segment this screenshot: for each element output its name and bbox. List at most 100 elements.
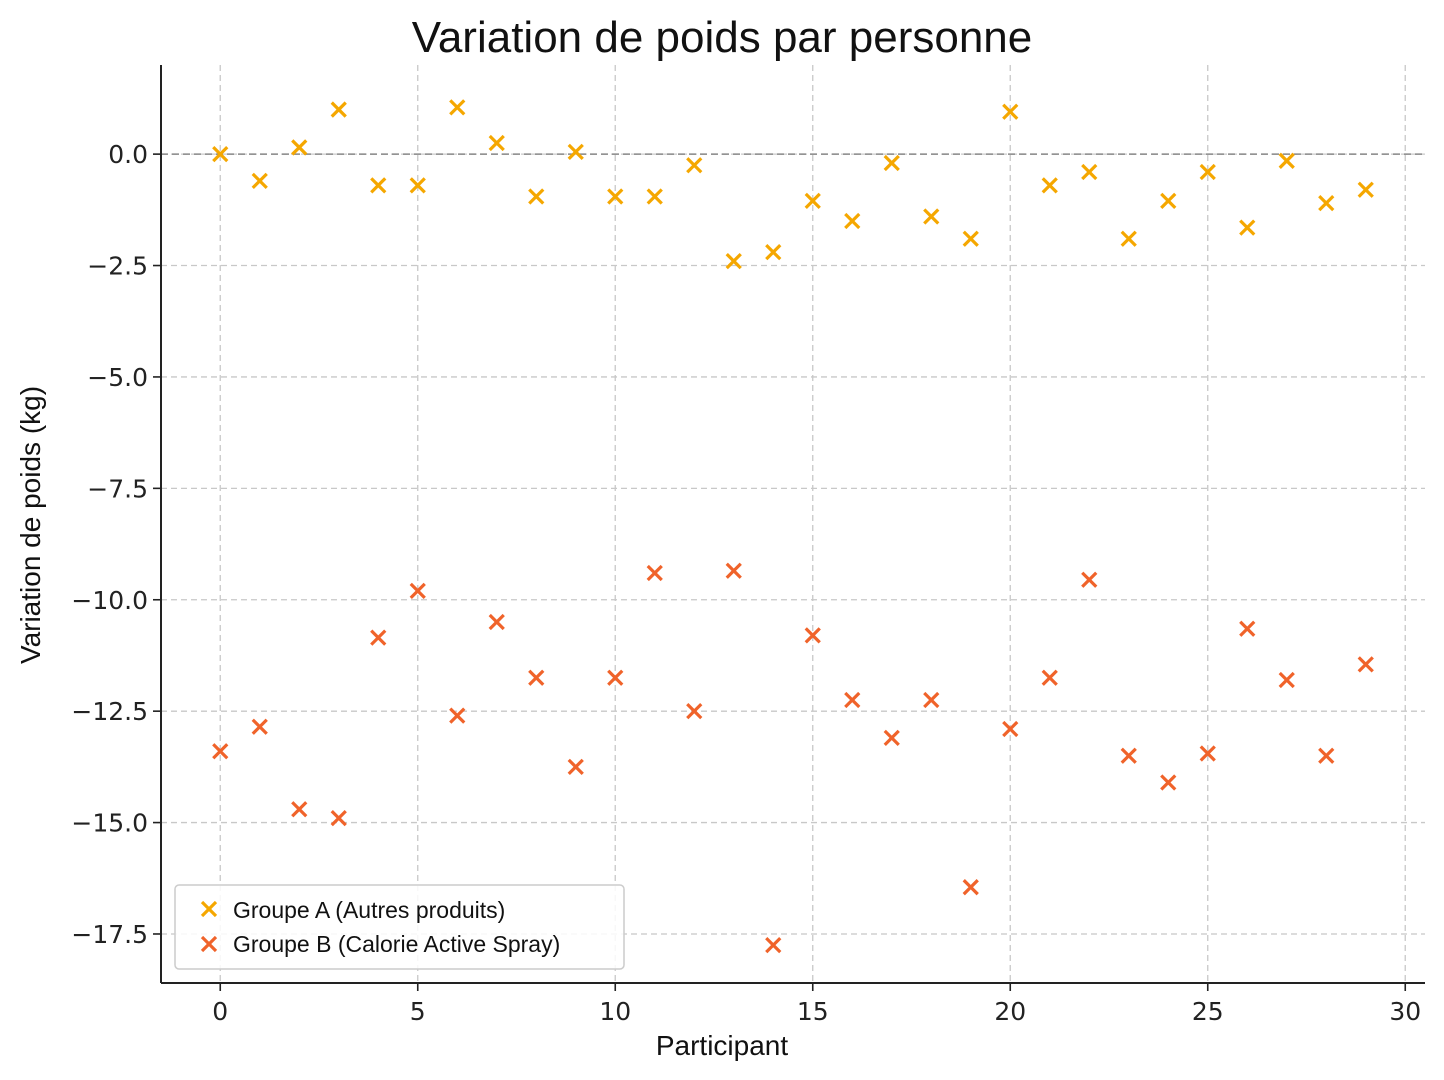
- data-point-groupe-a: [804, 192, 821, 210]
- data-point-groupe-b: [883, 729, 900, 747]
- data-point-groupe-a: [1002, 103, 1019, 120]
- marker-stroke: [725, 252, 742, 270]
- data-point-groupe-a: [725, 252, 742, 270]
- x-tick-label: 5: [410, 997, 426, 1026]
- marker-stroke: [1120, 747, 1137, 764]
- marker-stroke: [883, 729, 900, 747]
- legend-label-groupe-b: Groupe B (Calorie Active Spray): [233, 931, 560, 957]
- data-point-groupe-b: [844, 691, 861, 709]
- marker-stroke: [1318, 195, 1335, 212]
- data-point-groupe-a: [1199, 163, 1216, 181]
- chart-title: Variation de poids par personne: [412, 13, 1033, 62]
- data-point-groupe-a: [1357, 181, 1374, 198]
- marker-stroke: [1199, 745, 1216, 762]
- marker-stroke: [765, 244, 782, 261]
- data-point-groupe-a: [330, 101, 347, 118]
- data-point-groupe-a: [883, 154, 900, 172]
- data-point-groupe-a: [1239, 219, 1256, 236]
- marker-stroke: [607, 188, 624, 205]
- x-tick-label: 0: [212, 997, 228, 1026]
- marker-stroke: [200, 900, 218, 918]
- data-point-groupe-b: [1239, 620, 1256, 637]
- data-point-groupe-b: [725, 562, 742, 579]
- legend: Groupe A (Autres produits) Groupe B (Cal…: [174, 884, 625, 970]
- data-point-groupe-a: [765, 244, 782, 261]
- marker-stroke: [646, 188, 663, 205]
- marker-stroke: [1357, 656, 1374, 673]
- data-point-groupe-a: [488, 134, 505, 152]
- marker-stroke: [488, 613, 505, 631]
- legend-marker-shape: [200, 935, 218, 953]
- marker-stroke: [212, 145, 229, 163]
- marker-stroke: [844, 691, 861, 709]
- marker-stroke: [1002, 103, 1019, 120]
- marker-stroke: [1041, 669, 1058, 686]
- marker-stroke: [251, 172, 268, 189]
- data-point-groupe-b: [686, 703, 703, 720]
- data-point-groupe-a: [1160, 192, 1177, 210]
- marker-stroke: [804, 627, 821, 644]
- marker-stroke: [488, 134, 505, 152]
- axis-ticks: 0 5 10 15 20 25 30 0.0 −2.5 −5.0 −7.5 −10.0 −12.5 −15…: [71, 140, 1421, 1026]
- marker-stroke: [1002, 720, 1019, 738]
- legend-marker-groupe-b: [200, 935, 218, 953]
- legend-marker-groupe-a: [200, 900, 218, 918]
- legend-marker-shape: [200, 900, 218, 918]
- data-point-groupe-b: [212, 743, 229, 760]
- marker-stroke: [923, 208, 940, 225]
- y-tick-label: 0.0: [108, 140, 148, 169]
- marker-stroke: [370, 629, 387, 646]
- data-point-groupe-b: [1160, 774, 1177, 791]
- y-axis-label: Variation de poids (kg): [15, 386, 46, 664]
- marker-stroke: [1081, 163, 1098, 181]
- marker-stroke: [923, 691, 940, 709]
- marker-stroke: [567, 758, 584, 776]
- data-point-groupe-b: [1081, 571, 1098, 588]
- marker-stroke: [1199, 163, 1216, 181]
- data-point-groupe-b: [409, 582, 426, 599]
- data-point-groupe-b: [567, 758, 584, 776]
- data-point-groupe-b: [251, 718, 268, 735]
- data-point-groupe-a: [291, 139, 308, 156]
- data-point-groupe-b: [488, 613, 505, 631]
- data-point-groupe-a: [528, 188, 545, 205]
- data-point-groupe-b: [528, 669, 545, 686]
- marker-stroke: [251, 718, 268, 735]
- marker-stroke: [1278, 152, 1295, 169]
- data-point-groupe-a: [1120, 230, 1137, 247]
- marker-stroke: [686, 157, 703, 174]
- data-point-groupe-b: [765, 936, 782, 954]
- marker-stroke: [686, 703, 703, 720]
- data-point-groupe-b: [1120, 747, 1137, 764]
- data-point-groupe-a: [844, 212, 861, 230]
- marker-stroke: [200, 935, 218, 953]
- marker-stroke: [844, 212, 861, 230]
- axes-spines: [160, 65, 1425, 984]
- data-point-groupe-b: [330, 809, 347, 827]
- marker-stroke: [409, 582, 426, 599]
- marker-stroke: [1239, 620, 1256, 637]
- marker-stroke: [449, 707, 466, 724]
- data-point-groupe-b: [923, 691, 940, 709]
- data-point-groupe-a: [212, 145, 229, 163]
- x-tick-label: 20: [994, 997, 1026, 1026]
- data-point-groupe-a: [1318, 195, 1335, 212]
- data-points: [212, 99, 1374, 954]
- marker-stroke: [212, 743, 229, 760]
- y-tick-label: −2.5: [87, 252, 148, 281]
- data-point-groupe-a: [962, 230, 979, 247]
- x-tick-label: 25: [1192, 997, 1224, 1026]
- marker-stroke: [725, 562, 742, 579]
- y-tick-label: −17.5: [71, 920, 148, 949]
- x-tick-label: 15: [797, 997, 829, 1026]
- marker-stroke: [409, 177, 426, 194]
- data-point-groupe-b: [1318, 747, 1335, 764]
- data-point-groupe-a: [1278, 152, 1295, 169]
- data-point-groupe-b: [1199, 745, 1216, 762]
- marker-stroke: [370, 177, 387, 194]
- marker-stroke: [291, 139, 308, 156]
- marker-stroke: [528, 188, 545, 205]
- data-point-groupe-a: [449, 99, 466, 116]
- data-point-groupe-b: [291, 801, 308, 818]
